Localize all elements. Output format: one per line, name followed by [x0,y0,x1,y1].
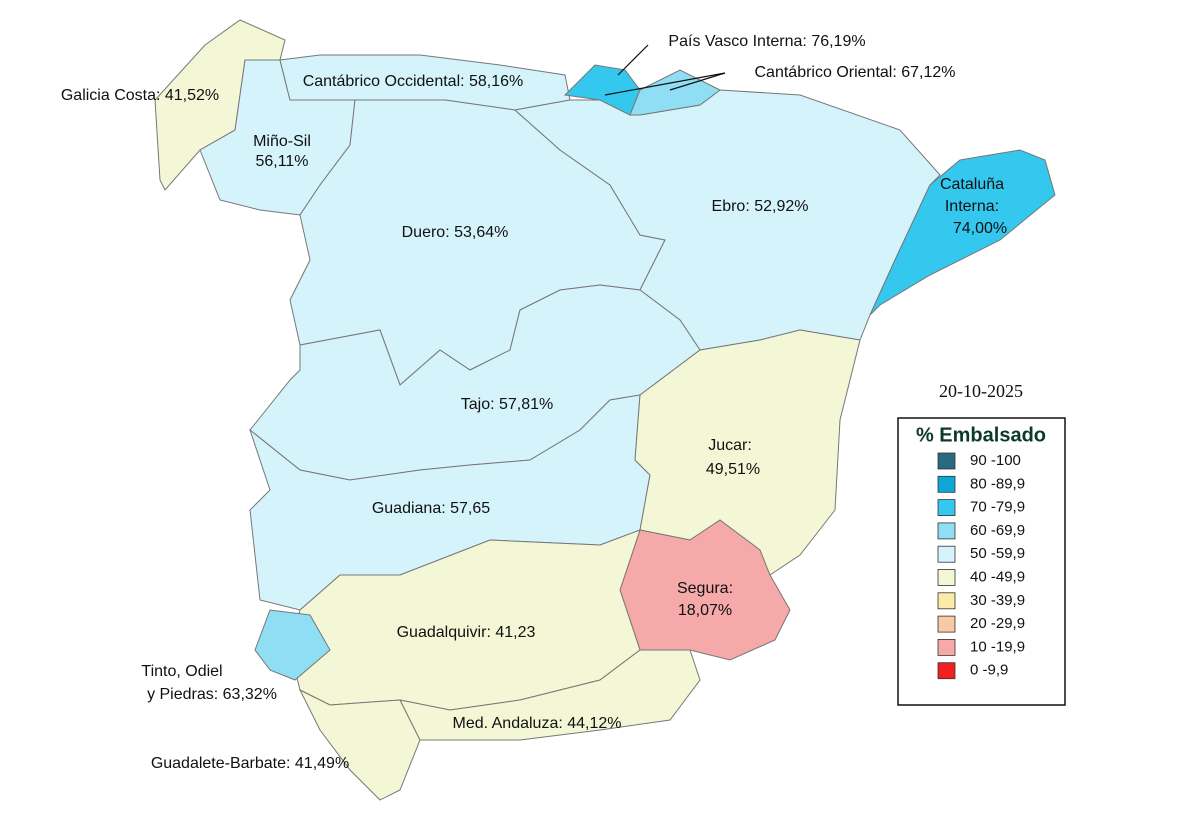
region-label: Cantábrico Occidental: 58,16% [303,73,524,90]
region-label: Tajo: 57,81% [461,396,554,413]
pointer-line [617,44,649,76]
legend-swatch [937,615,956,633]
legend-label: 60 -69,9 [970,522,1025,539]
legend-swatch [937,452,956,470]
region-label: Guadiana: 57,65 [372,500,490,517]
legend-label: 80 -89,9 [970,475,1025,492]
region-label: Ebro: 52,92% [712,198,809,215]
pointer-line [669,72,726,91]
region-label: Miño-Sil [253,133,311,150]
legend-label: 50 -59,9 [970,545,1025,562]
legend-swatch [937,499,956,517]
region-jucar [634,329,861,576]
region-label: País Vasco Interna: 76,19% [668,33,865,50]
legend-label: 20 -29,9 [970,615,1025,632]
region-label: 18,07% [678,602,732,619]
region-label: Med. Andaluza: 44,12% [452,715,621,732]
region-label: Tinto, Odiel [141,663,222,680]
legend-label: 30 -39,9 [970,592,1025,609]
legend-box [897,417,1066,706]
legend-swatch [937,475,956,493]
legend-swatch [937,592,956,610]
region-label: Cataluña [940,176,1004,193]
region-label: Duero: 53,64% [402,224,509,241]
pointer-line [604,72,726,96]
region-label: 56,11% [255,153,308,170]
region-label: Galicia Costa: 41,52% [61,87,219,104]
region-label: Guadalete-Barbate: 41,49% [151,755,349,772]
legend-label: 70 -79,9 [970,499,1025,516]
region-label: Cantábrico Oriental: 67,12% [755,64,956,81]
region-label: Jucar: [708,437,752,454]
legend-swatch [937,522,956,540]
region-label: 49,51% [706,461,760,478]
region-label: Guadalquivir: 41,23 [397,624,536,641]
region-med-andaluza [399,649,701,741]
region-label: 74,00% [953,220,1007,237]
region-labels: Galicia Costa: 41,52% Miño-Sil 56,11% Ca… [61,33,1007,772]
region-label: Segura: [677,580,733,597]
legend-label: 90 -100 [970,452,1021,469]
legend-label: 40 -49,9 [970,568,1025,585]
date: 20-10-2025 [939,381,1023,401]
region-cataluna [869,149,1056,316]
pointers [604,44,726,96]
legend-swatch [937,569,956,586]
region-label: y Piedras: 63,32% [147,686,277,703]
legend-swatch [937,639,956,656]
legend-swatch [937,662,956,680]
legend: % Embalsado 90 -100 80 -89,9 70 -79,9 60 -6… [897,417,1066,706]
legend-label: 10 -19,9 [970,638,1025,655]
legend-title: % Embalsado [916,424,1046,446]
legend-label: 0 -9,9 [970,662,1008,679]
region-guadalete [298,688,421,801]
regions [154,19,1056,801]
legend-swatch [937,545,956,563]
region-tinto [254,609,331,681]
region-label: Interna: [945,198,999,215]
